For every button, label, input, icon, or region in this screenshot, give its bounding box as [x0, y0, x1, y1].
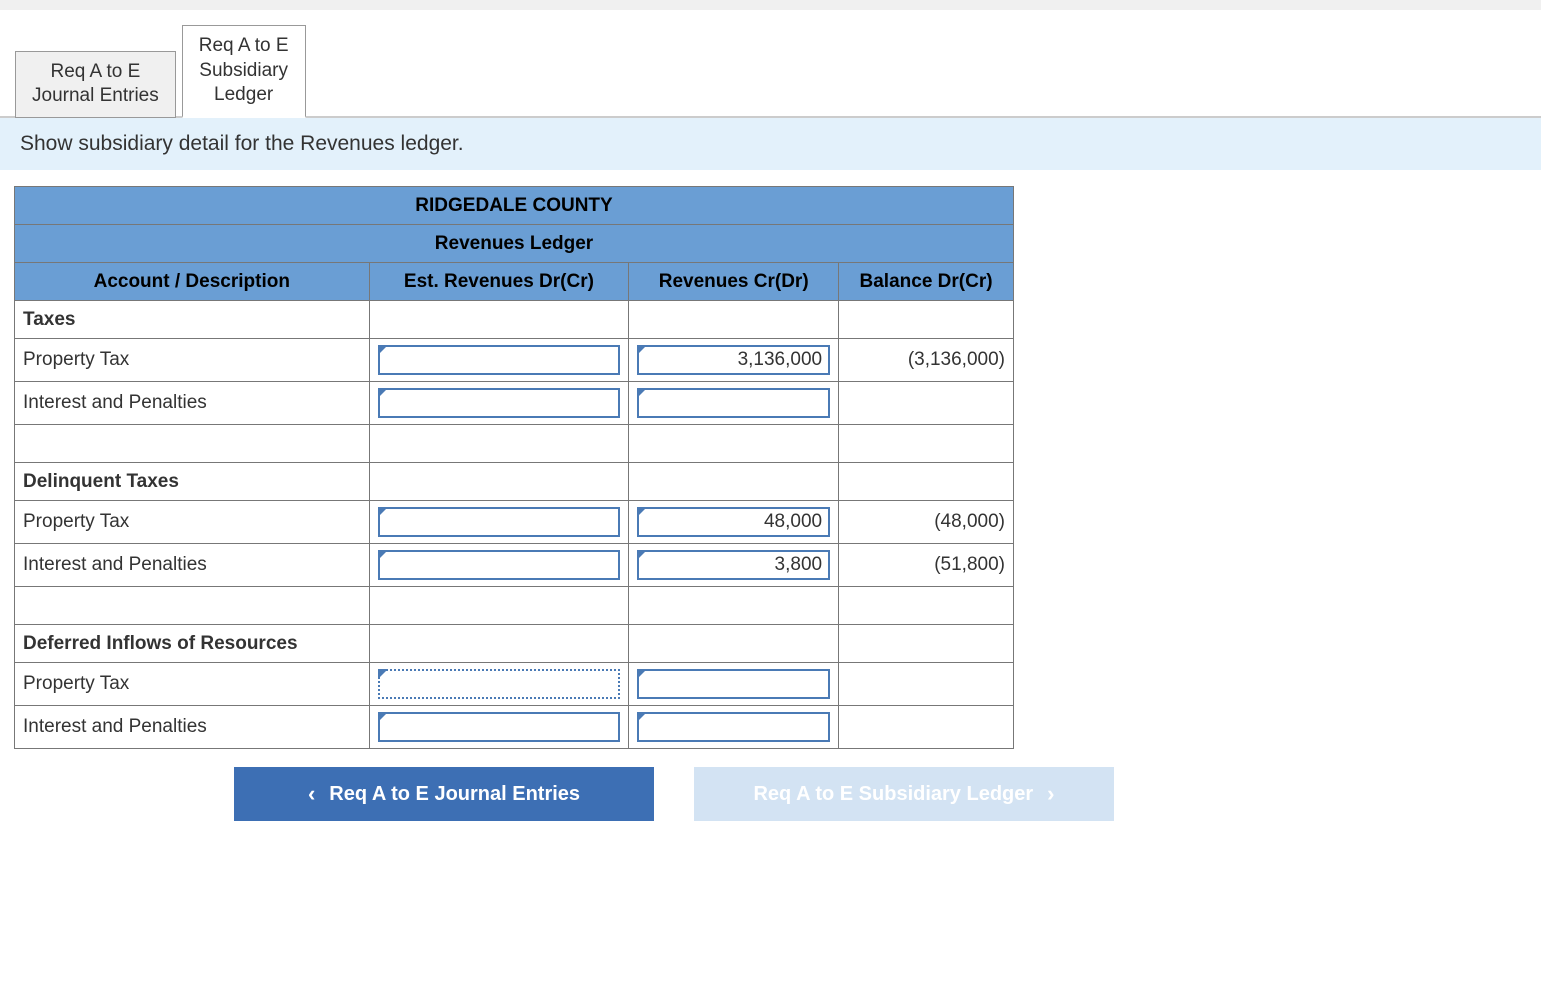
row-description	[15, 425, 370, 463]
row-description	[15, 587, 370, 625]
row-description: Interest and Penalties	[15, 382, 370, 425]
balance-cell	[839, 382, 1014, 425]
revenues-input-cell[interactable]: 3,136,000	[629, 339, 839, 382]
table-cell	[839, 301, 1014, 339]
next-button[interactable]: Req A to E Subsidiary Ledger ›	[694, 767, 1114, 821]
est-revenues-input-cell[interactable]	[369, 544, 629, 587]
prev-button-label: Req A to E Journal Entries	[329, 783, 580, 806]
est-revenues-input-cell[interactable]	[369, 339, 629, 382]
revenues-input-cell[interactable]: 3,800	[629, 544, 839, 587]
table-cell	[839, 463, 1014, 501]
chevron-left-icon: ‹	[308, 781, 315, 807]
next-button-label: Req A to E Subsidiary Ledger	[753, 783, 1033, 806]
table-cell	[629, 425, 839, 463]
table-cell	[629, 587, 839, 625]
balance-cell	[839, 587, 1014, 625]
est-revenues-input-cell[interactable]	[369, 706, 629, 749]
col-header-rev: Revenues Cr(Dr)	[629, 263, 839, 301]
est-revenues-input-cell[interactable]	[369, 663, 629, 706]
table-cell	[369, 301, 629, 339]
top-bar	[0, 0, 1541, 10]
tabs-row: Req A to EJournal Entries Req A to ESubs…	[0, 10, 1541, 118]
table-cell	[629, 301, 839, 339]
row-description: Property Tax	[15, 501, 370, 544]
col-header-desc: Account / Description	[15, 263, 370, 301]
balance-cell	[839, 663, 1014, 706]
nav-row: ‹ Req A to E Journal Entries Req A to E …	[234, 767, 1527, 821]
tab-subsidiary-ledger[interactable]: Req A to ESubsidiaryLedger	[182, 25, 306, 118]
row-description: Property Tax	[15, 663, 370, 706]
section-header: Deferred Inflows of Resources	[15, 625, 370, 663]
table-cell	[629, 463, 839, 501]
balance-cell: (51,800)	[839, 544, 1014, 587]
section-header: Delinquent Taxes	[15, 463, 370, 501]
table-cell	[369, 625, 629, 663]
section-header: Taxes	[15, 301, 370, 339]
col-header-bal: Balance Dr(Cr)	[839, 263, 1014, 301]
prev-button[interactable]: ‹ Req A to E Journal Entries	[234, 767, 654, 821]
est-revenues-input-cell[interactable]	[369, 501, 629, 544]
chevron-right-icon: ›	[1047, 781, 1054, 807]
revenues-ledger-table: RIDGEDALE COUNTY Revenues Ledger Account…	[14, 186, 1014, 749]
row-description: Interest and Penalties	[15, 706, 370, 749]
ledger-title-2: Revenues Ledger	[15, 225, 1014, 263]
row-description: Interest and Penalties	[15, 544, 370, 587]
ledger-container: RIDGEDALE COUNTY Revenues Ledger Account…	[0, 170, 1541, 837]
balance-cell	[839, 706, 1014, 749]
balance-cell: (3,136,000)	[839, 339, 1014, 382]
table-cell	[839, 625, 1014, 663]
table-cell	[369, 425, 629, 463]
balance-cell: (48,000)	[839, 501, 1014, 544]
revenues-input-cell[interactable]: 48,000	[629, 501, 839, 544]
tab-journal-entries[interactable]: Req A to EJournal Entries	[15, 51, 176, 118]
revenues-input-cell[interactable]	[629, 706, 839, 749]
col-header-est: Est. Revenues Dr(Cr)	[369, 263, 629, 301]
instruction-text: Show subsidiary detail for the Revenues …	[0, 118, 1541, 170]
est-revenues-input-cell[interactable]	[369, 382, 629, 425]
ledger-title-1: RIDGEDALE COUNTY	[15, 187, 1014, 225]
table-cell	[369, 463, 629, 501]
revenues-input-cell[interactable]	[629, 382, 839, 425]
table-cell	[369, 587, 629, 625]
revenues-input-cell[interactable]	[629, 663, 839, 706]
balance-cell	[839, 425, 1014, 463]
row-description: Property Tax	[15, 339, 370, 382]
table-cell	[629, 625, 839, 663]
